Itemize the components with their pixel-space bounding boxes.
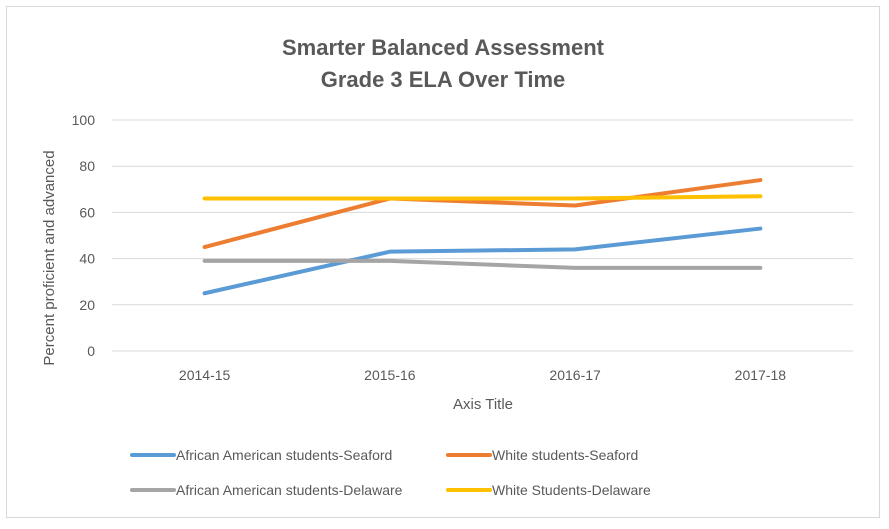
legend-label: White Students-Delaware [492, 482, 651, 498]
legend-label: White students-Seaford [492, 447, 638, 463]
x-tick-label: 2014-15 [179, 367, 231, 383]
series-line-4 [202, 194, 763, 201]
series-line-3 [202, 258, 763, 270]
chart-title-line-2: Grade 3 ELA Over Time [321, 67, 566, 92]
x-axis-title: Axis Title [453, 396, 513, 413]
series-line-2 [202, 178, 763, 250]
y-tick-label: 80 [79, 158, 95, 174]
x-tick-label: 2016-17 [549, 367, 601, 383]
legend-label: African American students-Delaware [176, 482, 403, 498]
chart-title-line-1: Smarter Balanced Assessment [282, 35, 605, 60]
y-axis-title: Percent proficient and advanced [41, 150, 58, 365]
x-axis-ticks: 2014-15 2015-16 2016-17 2017-18 [179, 367, 786, 383]
x-tick-label: 2015-16 [364, 367, 416, 383]
series-lines [202, 178, 763, 296]
legend: African American students-Seaford White s… [130, 447, 651, 498]
x-tick-label: 2017-18 [735, 367, 787, 383]
series-line-1 [202, 226, 763, 296]
y-tick-label: 40 [79, 251, 95, 267]
legend-label: African American students-Seaford [176, 447, 392, 463]
y-tick-label: 100 [72, 112, 96, 128]
gridlines [112, 119, 853, 352]
y-tick-label: 20 [79, 297, 95, 313]
y-axis-ticks: 0 20 40 60 80 100 [72, 112, 96, 359]
y-tick-label: 0 [87, 343, 95, 359]
y-tick-label: 60 [79, 204, 95, 220]
